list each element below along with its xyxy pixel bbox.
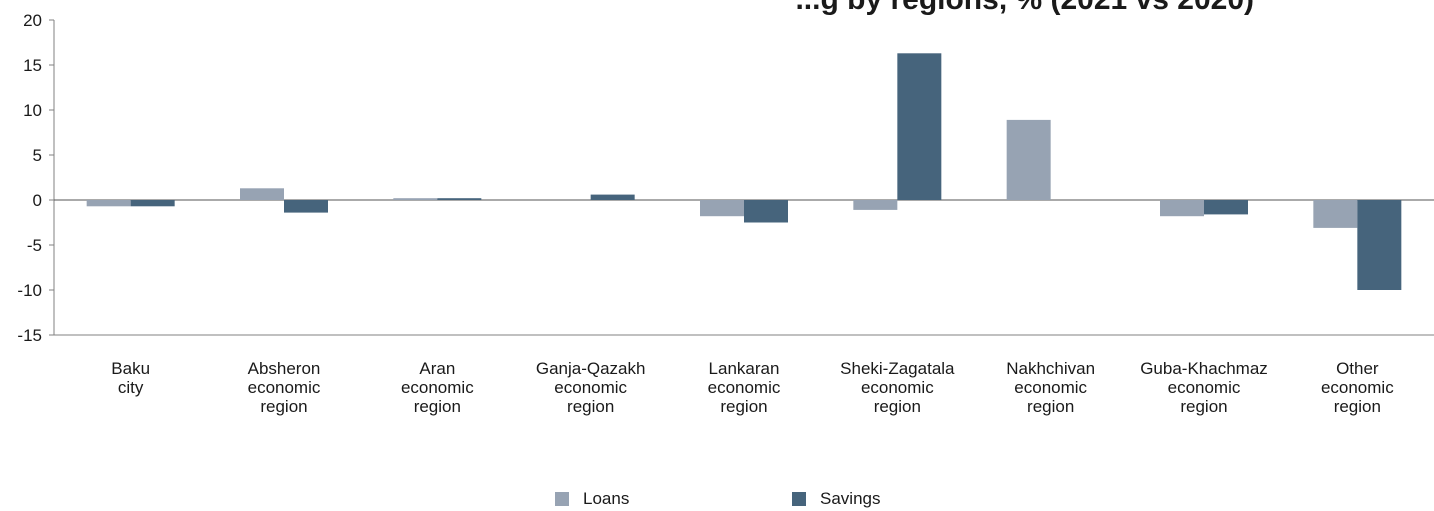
legend-item-savings: Savings	[792, 489, 880, 509]
bar-loans-8	[1313, 200, 1358, 228]
y-tick-label: -5	[27, 236, 42, 255]
y-tick-label: -10	[17, 281, 42, 300]
x-category-label: Other economic region	[1321, 359, 1394, 416]
x-category-label: Ganja-Qazakh economic region	[536, 359, 646, 416]
y-tick-label: 0	[33, 191, 42, 210]
bar-savings-0	[130, 200, 175, 207]
bar-loans-5	[853, 200, 898, 210]
bar-savings-7	[1204, 200, 1248, 215]
x-category-label: Guba-Khachmaz economic region	[1140, 359, 1268, 416]
bar-loans-7	[1160, 200, 1204, 217]
legend-item-loans: Loans	[555, 489, 629, 509]
bar-loans-6	[1006, 119, 1051, 200]
bar-savings-5	[897, 53, 942, 200]
category-labels: Baku city Absheron economic region Aran econom…	[111, 359, 1394, 416]
legend-swatch-savings	[792, 492, 806, 506]
y-tick-label: -15	[17, 326, 42, 345]
x-category-label: Aran economic region	[401, 359, 474, 416]
bars	[86, 53, 1402, 290]
bar-savings-1	[284, 200, 328, 213]
y-tick-label: 15	[23, 56, 42, 75]
legend-label-loans: Loans	[583, 489, 630, 508]
x-category-label: Sheki-Zagatala economic region	[840, 359, 955, 416]
x-category-label: Baku city	[111, 359, 150, 397]
y-tick-label: 5	[33, 146, 42, 165]
bar-loans-1	[240, 188, 284, 200]
bar-savings-2	[437, 198, 482, 200]
bar-loans-0	[86, 200, 131, 207]
legend: Loans Savings	[0, 489, 1434, 511]
x-category-label: Nakhchivan economic region	[1006, 359, 1095, 416]
chart-title: ...g by regions, % (2021 vs 2020)	[0, 0, 1434, 17]
legend-label-savings: Savings	[820, 489, 881, 508]
y-tick-label: 10	[23, 101, 42, 120]
x-category-label: Lankaran economic region	[708, 359, 781, 416]
bar-loans-2	[393, 198, 438, 200]
y-tick-label: 20	[23, 11, 42, 30]
bar-loans-4	[700, 200, 744, 217]
bar-savings-4	[744, 200, 788, 223]
y-axis-ticks: 20 15 10 5 0 -5 -10 -15	[17, 11, 54, 345]
x-category-label: Absheron economic region	[248, 359, 321, 416]
bar-savings-8	[1357, 200, 1402, 290]
bar-savings-3	[590, 194, 635, 200]
legend-swatch-loans	[555, 492, 569, 506]
